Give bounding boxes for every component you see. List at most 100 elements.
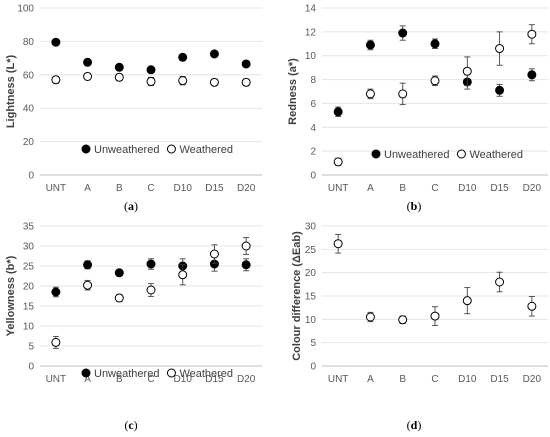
point-weathered — [83, 280, 93, 290]
point-weathered — [527, 301, 537, 311]
point-unweathered — [114, 268, 124, 278]
y-tick-label: 12 — [305, 27, 317, 38]
point-unweathered — [51, 287, 61, 297]
x-tick-label: A — [84, 183, 91, 194]
point-unweathered — [527, 70, 537, 80]
point-weathered — [430, 76, 440, 86]
y-tick-label: 35 — [23, 222, 35, 233]
x-tick-label: D15 — [205, 183, 224, 194]
y-tick-label: 5 — [310, 338, 316, 349]
point-weathered — [51, 75, 61, 85]
point-weathered — [462, 296, 472, 306]
point-weathered — [527, 29, 537, 39]
x-tick-label: UNT — [328, 183, 349, 194]
x-tick-label: D10 — [458, 183, 477, 194]
point-weathered — [462, 66, 472, 76]
point-weathered — [83, 71, 93, 81]
x-tick-label: B — [116, 183, 123, 194]
y-tick-label: 15 — [23, 302, 35, 313]
panel-label: (d) — [407, 418, 422, 432]
point-unweathered — [114, 62, 124, 72]
panel-label: (c) — [124, 418, 137, 432]
point-unweathered — [51, 37, 61, 47]
panel-label: (b) — [407, 199, 422, 213]
y-tick-label: 20 — [23, 137, 35, 148]
point-weathered — [146, 76, 156, 86]
x-tick-label: A — [367, 183, 374, 194]
legend-label: Unweathered — [94, 144, 159, 156]
point-weathered — [365, 89, 375, 99]
legend-marker — [166, 368, 176, 378]
y-tick-label: 25 — [23, 262, 35, 273]
point-weathered — [114, 72, 124, 82]
legend-marker — [166, 144, 176, 154]
point-weathered — [209, 249, 219, 259]
point-weathered — [209, 77, 219, 87]
x-tick-label: UNT — [328, 374, 349, 385]
point-unweathered — [146, 259, 156, 269]
point-weathered — [241, 241, 251, 251]
x-tick-label: D20 — [237, 183, 256, 194]
x-tick-label: UNT — [46, 183, 67, 194]
y-axis-title: Redness (a*) — [287, 58, 299, 125]
point-weathered — [114, 293, 124, 303]
point-weathered — [333, 157, 343, 167]
point-unweathered — [83, 260, 93, 270]
y-axis-title: Colour difference (ΔEab) — [291, 231, 303, 361]
legend-label: Weathered — [179, 368, 233, 380]
x-tick-label: B — [399, 183, 406, 194]
point-weathered — [51, 337, 61, 347]
chart-panel-1: 0 20 40 60 80 100 UNT A B C D10 D15 D20 Lightness (L*… — [5, 4, 262, 213]
point-unweathered — [241, 260, 251, 270]
x-tick-label: C — [431, 374, 438, 385]
legend-marker — [371, 149, 381, 159]
x-tick-label: B — [116, 374, 123, 385]
x-tick-label: D20 — [523, 374, 542, 385]
x-tick-label: B — [399, 374, 406, 385]
y-tick-label: 20 — [23, 282, 35, 293]
y-axis-title: Lightness (L*) — [5, 55, 17, 129]
legend-label: Weathered — [179, 144, 233, 156]
x-tick-label: C — [147, 374, 154, 385]
point-weathered — [365, 312, 375, 322]
point-weathered — [178, 76, 188, 86]
point-unweathered — [430, 39, 440, 49]
point-weathered — [178, 270, 188, 280]
y-tick-label: 40 — [23, 104, 35, 115]
x-tick-label: A — [367, 374, 374, 385]
x-tick-label: D15 — [205, 374, 224, 385]
point-unweathered — [495, 85, 505, 95]
x-tick-label: C — [147, 183, 154, 194]
point-weathered — [495, 277, 505, 287]
point-weathered — [430, 311, 440, 321]
y-tick-label: 0 — [310, 171, 316, 182]
x-tick-label: D15 — [490, 183, 509, 194]
x-tick-label: D10 — [174, 374, 193, 385]
point-unweathered — [178, 52, 188, 62]
point-weathered — [146, 285, 156, 295]
y-tick-label: 0 — [28, 171, 34, 182]
x-tick-label: D10 — [458, 374, 477, 385]
point-unweathered — [241, 59, 251, 69]
legend-marker — [456, 149, 466, 159]
panel-label: (a) — [124, 199, 138, 213]
y-tick-label: 0 — [28, 362, 34, 373]
y-axis-title: Yellowness (b*) — [5, 255, 17, 336]
legend-label: Weathered — [469, 149, 523, 161]
y-tick-label: 4 — [310, 123, 316, 134]
x-tick-label: A — [84, 374, 91, 385]
y-tick-label: 80 — [23, 37, 35, 48]
point-weathered — [398, 89, 408, 99]
point-unweathered — [146, 65, 156, 75]
chart-panel-4: 0 5 10 15 20 25 30 UNT A B C D10 D15 D20 Colour differ… — [291, 222, 548, 432]
point-unweathered — [209, 49, 219, 59]
chart-panel-3: 0 5 10 15 20 25 30 35 UNT A B C D10 D15 D20 Yellowness … — [5, 222, 262, 432]
x-tick-label: C — [431, 183, 438, 194]
y-tick-label: 10 — [305, 315, 317, 326]
x-tick-label: D15 — [490, 374, 509, 385]
point-weathered — [495, 44, 505, 54]
legend-label: Unweathered — [94, 368, 159, 380]
legend-label: Unweathered — [384, 149, 449, 161]
point-weathered — [398, 315, 408, 325]
